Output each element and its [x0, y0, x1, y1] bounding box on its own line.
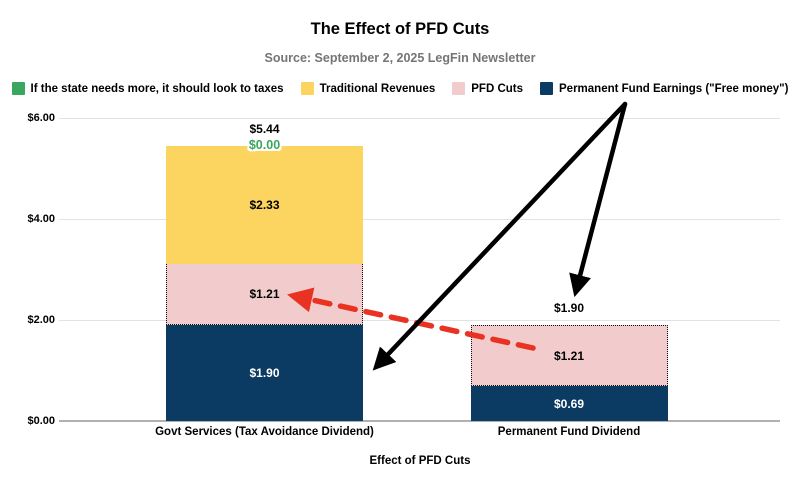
bar-total-label: $5.44 — [249, 122, 280, 137]
bar-segment-pink: $1.21 — [470, 325, 668, 387]
x-category-label: Govt Services (Tax Avoidance Dividend) — [155, 426, 374, 438]
bar-segment-navy: $1.90 — [166, 325, 363, 421]
legend-label: Traditional Revenues — [319, 82, 436, 95]
chart-legend: If the state needs more, it should look … — [0, 82, 800, 95]
bar-total-label: $1.90 — [553, 301, 585, 316]
bar-value-label: $1.21 — [553, 348, 585, 363]
x-axis-title: Effect of PFD Cuts — [369, 455, 471, 467]
bar-segment-yellow: $2.33 — [166, 146, 363, 264]
y-tick-label: $4.00 — [27, 213, 55, 225]
legend-swatch-yellow — [300, 82, 314, 95]
legend-label: PFD Cuts — [471, 82, 524, 95]
bar-value-label: $1.90 — [249, 366, 280, 381]
annotation-black-arrow-to-right-bar — [569, 101, 628, 298]
bar-value-label: $0.69 — [553, 396, 585, 411]
y-tick-label: $0.00 — [27, 415, 55, 427]
legend-swatch-navy — [540, 82, 554, 95]
bar-value-label: $2.33 — [249, 198, 280, 213]
gridline-$6.00 — [59, 118, 780, 119]
gridline-$0.00 — [59, 420, 780, 422]
bar-value-label: $1.21 — [249, 286, 280, 301]
legend-swatch-pink — [452, 82, 466, 95]
bar-segment-pink: $1.21 — [166, 263, 363, 326]
legend-swatch-green — [11, 82, 25, 95]
legend-label: Permanent Fund Earnings ("Free money") — [559, 82, 789, 95]
x-category-label: Permanent Fund Dividend — [497, 426, 641, 438]
y-tick-label: $6.00 — [27, 112, 55, 124]
legend-item-pink: PFD Cuts — [452, 82, 523, 95]
bar-segment-navy: $0.69 — [470, 386, 668, 421]
chart-subtitle: Source: September 2, 2025 LegFin Newslet… — [264, 51, 536, 65]
legend-item-navy: Permanent Fund Earnings ("Free money") — [540, 82, 788, 95]
y-tick-label: $2.00 — [27, 314, 55, 326]
zero-value-label: $0.00 — [248, 138, 281, 153]
legend-item-yellow: Traditional Revenues — [300, 82, 436, 95]
legend-label: If the state needs more, it should look … — [30, 82, 284, 95]
chart-title: The Effect of PFD Cuts — [310, 20, 490, 38]
legend-item-green: If the state needs more, it should look … — [11, 82, 284, 95]
